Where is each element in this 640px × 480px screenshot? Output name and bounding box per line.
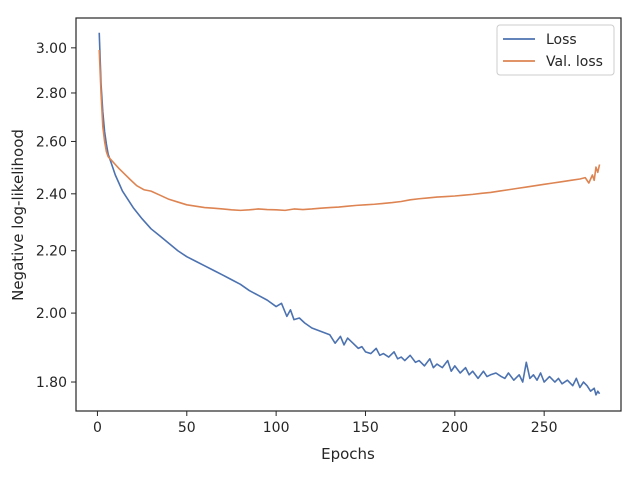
y-tick-label: 3.00 [36, 41, 67, 57]
plot-area [75, 17, 622, 412]
y-tick-label: 2.60 [36, 134, 67, 150]
plot-frame [75, 17, 622, 412]
y-tick-label: 2.40 [36, 187, 67, 203]
x-tick-label: 100 [263, 420, 290, 436]
x-axis-label: Epochs [321, 445, 375, 463]
y-axis: 1.80 2.00 2.20 2.40 2.60 2.80 3.00 [36, 41, 76, 391]
y-tick-label: 1.80 [36, 375, 67, 391]
legend-label-loss: Loss [546, 32, 577, 48]
legend-label-val-loss: Val. loss [546, 54, 603, 70]
series-layer [98, 32, 601, 396]
y-axis-label: Negative log-likelihood [9, 129, 27, 301]
y-tick-label: 2.20 [36, 244, 67, 260]
x-tick-label: 200 [441, 420, 468, 436]
x-tick-label: 150 [352, 420, 379, 436]
legend: Loss Val. loss [496, 24, 615, 76]
x-tick-label: 50 [178, 420, 196, 436]
x-tick-label: 250 [531, 420, 558, 436]
y-tick-label: 2.00 [36, 306, 67, 322]
x-axis: 0 50 100 150 200 250 [93, 411, 558, 436]
y-tick-label: 2.80 [36, 86, 67, 102]
legend-box [496, 24, 615, 76]
series-line-loss [98, 32, 601, 396]
x-tick-label: 0 [93, 420, 102, 436]
series-line-val-loss [98, 49, 601, 212]
